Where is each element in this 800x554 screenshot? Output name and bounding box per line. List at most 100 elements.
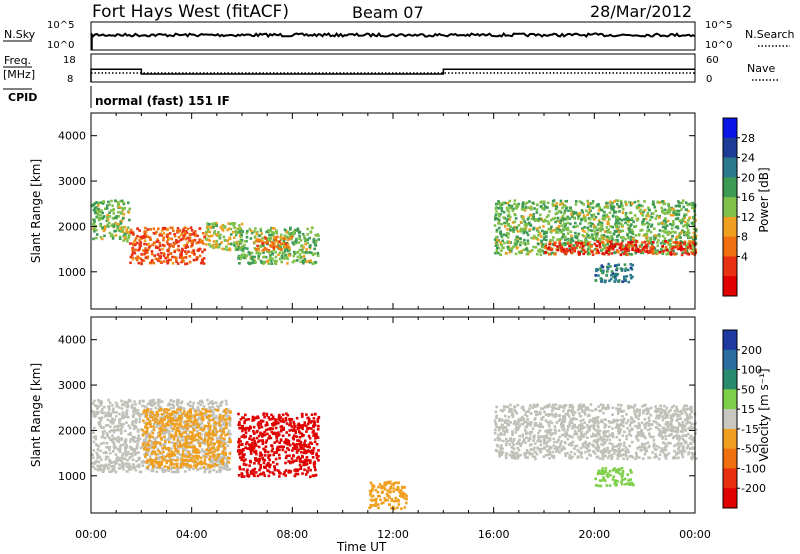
scatter-cell <box>288 235 292 238</box>
scatter-cell <box>575 200 578 203</box>
scatter-cell <box>278 456 281 460</box>
scatter-cell <box>134 237 138 240</box>
scatter-cell <box>611 272 614 275</box>
scatter-cell <box>145 406 149 410</box>
scatter-cell <box>294 447 297 451</box>
scatter-cell <box>242 416 245 420</box>
scatter-cell <box>160 234 163 237</box>
scatter-cell <box>226 228 229 232</box>
scatter-cell <box>392 499 396 503</box>
scatter-cell <box>174 470 178 473</box>
scatter-cell <box>276 235 279 239</box>
scatter-cell <box>597 251 601 255</box>
scatter-cell <box>168 455 171 459</box>
noise-right-tick-bottom: 10^0 <box>705 40 732 51</box>
scatter-cell <box>112 225 116 228</box>
scatter-cell <box>175 260 178 263</box>
scatter-cell <box>647 241 651 244</box>
scatter-cell <box>569 222 572 226</box>
scatter-cell <box>133 453 137 456</box>
scatter-cell <box>188 418 191 421</box>
scatter-cell <box>115 461 119 464</box>
scatter-cell <box>186 442 189 445</box>
scatter-cell <box>161 227 165 230</box>
scatter-cell <box>126 459 129 462</box>
scatter-cell <box>228 227 231 230</box>
scatter-cell <box>275 418 278 422</box>
scatter-cell <box>247 429 251 432</box>
scatter-cell <box>188 430 192 434</box>
scatter-cell <box>267 416 271 419</box>
scatter-cell <box>298 237 302 241</box>
scatter-cell <box>591 253 595 256</box>
scatter-cell <box>262 261 266 264</box>
scatter-cell <box>171 403 174 406</box>
scatter-cell <box>295 443 299 446</box>
scatter-cell <box>282 237 286 241</box>
scatter-cell <box>626 216 630 220</box>
scatter-cell <box>120 219 124 222</box>
scatter-cell <box>626 268 630 272</box>
scatter-cell <box>516 235 519 239</box>
scatter-cell <box>498 215 501 218</box>
scatter-cell <box>120 427 123 431</box>
scatter-cell <box>154 456 158 460</box>
scatter-cell <box>154 406 157 410</box>
scatter-cell <box>230 242 233 246</box>
scatter-cell <box>253 240 256 244</box>
scatter-cell <box>277 415 281 418</box>
frequency-panel-frame <box>90 53 696 83</box>
scatter-cell <box>207 238 210 242</box>
scatter-cell <box>92 237 95 241</box>
scatter-cell <box>176 438 180 442</box>
scatter-cell <box>636 248 640 251</box>
scatter-cell <box>192 448 196 451</box>
scatter-cell <box>155 425 159 429</box>
scatter-cell <box>616 227 619 231</box>
scatter-cell <box>119 432 123 435</box>
scatter-cell <box>311 262 315 266</box>
scatter-cell <box>209 414 212 418</box>
scatter-cell <box>268 470 272 474</box>
scatter-cell <box>679 240 683 243</box>
scatter-cell <box>582 217 586 221</box>
scatter-cell <box>657 222 660 225</box>
scatter-cell <box>160 418 164 421</box>
scatter-cell <box>99 449 102 453</box>
scatter-cell <box>149 399 152 403</box>
scatter-cell <box>615 268 618 272</box>
scatter-cell <box>282 472 285 476</box>
scatter-cell <box>570 234 573 238</box>
scatter-cell <box>259 431 262 435</box>
scatter-cell <box>268 251 271 254</box>
scatter-cell <box>606 235 609 239</box>
scatter-cell <box>250 231 254 235</box>
scatter-cell <box>510 204 514 208</box>
scatter-cell <box>657 216 661 219</box>
scatter-cell <box>591 206 595 210</box>
scatter-cell <box>505 206 509 210</box>
scatter-cell <box>193 409 197 413</box>
scatter-cell <box>679 241 682 245</box>
scatter-cell <box>500 222 503 226</box>
scatter-cell <box>121 416 124 420</box>
scatter-cell <box>224 451 228 455</box>
scatter-cell <box>150 452 154 455</box>
scatter-cell <box>156 431 160 435</box>
scatter-cell <box>108 448 111 452</box>
scatter-cell <box>599 229 602 233</box>
scatter-cell <box>136 409 140 412</box>
scatter-cell <box>295 237 298 241</box>
scatter-cell <box>652 200 655 203</box>
scatter-cell <box>299 445 302 448</box>
scatter-cell <box>289 226 292 230</box>
scatter-cell <box>222 456 226 459</box>
scatter-cell <box>176 248 180 251</box>
scatter-cell <box>167 459 171 463</box>
scatter-cell <box>205 455 208 458</box>
scatter-cell <box>630 223 633 226</box>
scatter-cell <box>634 234 638 237</box>
scatter-cell <box>144 425 148 428</box>
scatter-cell <box>680 245 683 248</box>
